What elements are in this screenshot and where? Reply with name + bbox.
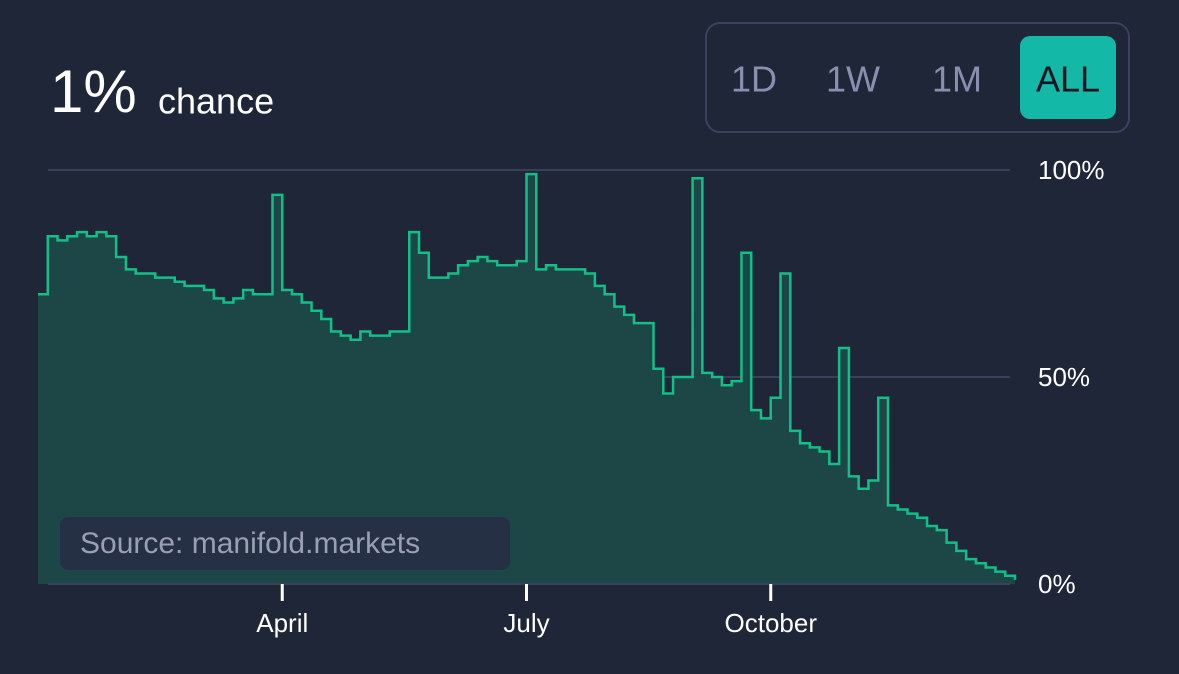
headline-label: chance	[158, 81, 274, 122]
range-button-active[interactable]	[1020, 36, 1116, 119]
x-tick-label: October	[725, 608, 818, 638]
y-tick-label: 100%	[1038, 155, 1105, 185]
y-tick-label: 0%	[1038, 569, 1076, 599]
range-button[interactable]: ALL	[1036, 59, 1100, 100]
range-button[interactable]: 1D	[731, 59, 777, 100]
headline-probability: 1%	[50, 58, 137, 125]
source-label: Source: manifold.markets	[80, 527, 420, 560]
range-button[interactable]: 1M	[932, 59, 982, 100]
source-badge	[60, 517, 510, 570]
range-button[interactable]: 1W	[826, 59, 880, 100]
range-selector	[705, 22, 1130, 133]
probability-line	[38, 172, 1017, 580]
x-tick-label: April	[256, 608, 308, 638]
x-tick-label: July	[503, 608, 549, 638]
y-tick-label: 50%	[1038, 362, 1090, 392]
